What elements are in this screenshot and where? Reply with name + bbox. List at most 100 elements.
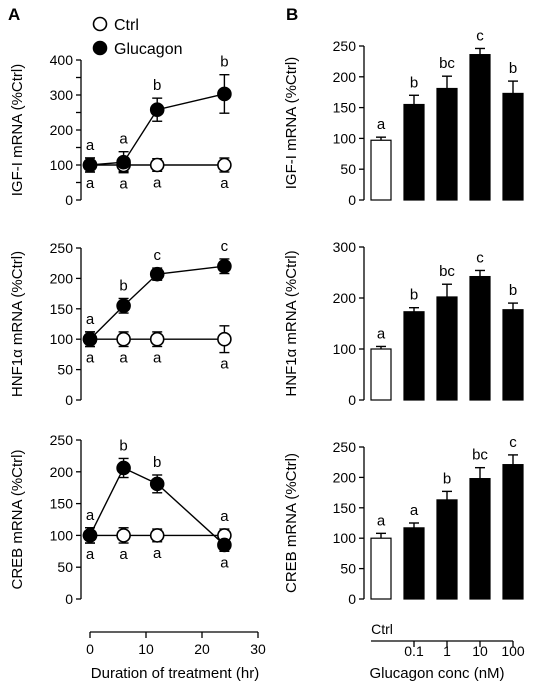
glucagon-bar xyxy=(403,311,425,401)
significance-label: b xyxy=(410,74,418,91)
legend-ctrl-label: Ctrl xyxy=(114,17,139,34)
y-tick-label: 0 xyxy=(65,392,73,408)
y-tick-label: 150 xyxy=(333,500,357,516)
y-tick-label: 250 xyxy=(333,38,357,54)
glucagon-point xyxy=(82,157,98,173)
x-tick-label: 30 xyxy=(250,641,266,657)
y-tick-label: 0 xyxy=(348,392,356,408)
legend-glucagon-label: Glucagon xyxy=(114,41,183,58)
significance-label: b xyxy=(410,287,418,304)
glucagon-significance-label: a xyxy=(86,137,95,154)
ctrl-point xyxy=(149,157,165,173)
glucagon-point xyxy=(149,102,165,117)
ctrl-bar xyxy=(370,348,392,401)
y-tick-label: 50 xyxy=(57,559,73,575)
y-tick-label: 150 xyxy=(50,496,74,512)
glucagon-bar xyxy=(469,478,491,600)
panel-label-a: A xyxy=(8,5,20,24)
y-tick-label: 150 xyxy=(333,100,357,116)
y-tick-label: 200 xyxy=(333,69,357,85)
y-tick-label: 50 xyxy=(340,161,356,177)
glucagon-significance-label: c xyxy=(153,247,161,264)
y-tick-label: 0 xyxy=(348,192,356,208)
ctrl-significance-label: a xyxy=(220,356,229,373)
glucagon-bar xyxy=(502,309,524,401)
panel-label-b: B xyxy=(286,5,298,24)
glucagon-point xyxy=(116,460,131,476)
ctrl-significance-label: a xyxy=(86,349,95,366)
y-tick-label: 400 xyxy=(50,52,74,68)
glucagon-series-line xyxy=(89,467,225,546)
glucagon-series-line xyxy=(89,93,225,166)
y-axis-label: CREB mRNA (%Ctrl) xyxy=(283,453,300,593)
glucagon-bar xyxy=(436,296,458,401)
significance-label: bc xyxy=(439,55,455,72)
significance-label: a xyxy=(377,325,386,342)
ctrl-point xyxy=(217,331,232,347)
glucagon-significance-label: b xyxy=(220,54,228,71)
glucagon-significance-label: b xyxy=(119,277,127,294)
ctrl-significance-label: a xyxy=(119,349,128,366)
y-tick-label: 100 xyxy=(50,527,74,543)
y-axis-label: IGF-I mRNA (%Ctrl) xyxy=(9,64,26,197)
x-tick-label: 0.1 xyxy=(404,643,424,659)
y-tick-label: 50 xyxy=(57,362,73,378)
glucagon-point xyxy=(82,528,98,543)
glucagon-significance-label: b xyxy=(153,454,161,471)
ctrl-point xyxy=(149,528,165,543)
ctrl-point xyxy=(149,331,165,347)
glucagon-bar xyxy=(403,103,425,201)
x-tick-label: 20 xyxy=(194,641,210,657)
legend: Ctrl Glucagon xyxy=(92,16,183,58)
y-axis-label: HNF1α mRNA (%Ctrl) xyxy=(283,250,300,396)
significance-label: c xyxy=(476,249,484,266)
significance-label: bc xyxy=(472,447,488,464)
y-tick-label: 200 xyxy=(50,464,74,480)
panel-a-chart-1: 0 100 200 300 400 IGF-I mRNA (%Ctrl) a a a a b a b a xyxy=(9,52,232,208)
ctrl-significance-label: a xyxy=(119,546,128,563)
glucagon-significance-label: b xyxy=(153,77,161,94)
y-tick-label: 50 xyxy=(340,561,356,577)
x-tick-label: Ctrl xyxy=(371,621,393,637)
significance-label: b xyxy=(509,282,517,299)
significance-label: c xyxy=(509,434,517,451)
ctrl-significance-label: a xyxy=(153,174,162,191)
significance-label: b xyxy=(443,470,451,487)
y-tick-label: 100 xyxy=(333,341,357,357)
glucagon-point xyxy=(149,476,165,492)
glucagon-bar xyxy=(502,92,524,201)
x-tick-label: 10 xyxy=(138,641,154,657)
ctrl-significance-label: a xyxy=(119,176,128,193)
significance-label: a xyxy=(377,512,386,529)
y-tick-label: 0 xyxy=(65,591,73,607)
y-tick-label: 100 xyxy=(50,331,74,347)
y-axis-label: IGF-I mRNA (%Ctrl) xyxy=(283,57,300,190)
glucagon-significance-label: b xyxy=(119,437,127,454)
x-tick-label: 0 xyxy=(86,641,94,657)
panel-b-x-axis-label: Glucagon conc (nM) xyxy=(369,665,504,682)
glucagon-bar xyxy=(469,54,491,201)
y-tick-label: 200 xyxy=(333,290,357,306)
y-tick-label: 250 xyxy=(50,432,74,448)
ctrl-point xyxy=(116,331,131,347)
y-tick-label: 100 xyxy=(333,130,357,146)
panel-a-chart-3: 0 50 100 150 200 250 CREB mRNA (%Ctrl) a a b a b a a a xyxy=(9,432,232,607)
glucagon-significance-label: a xyxy=(86,507,95,524)
y-tick-label: 0 xyxy=(65,192,73,208)
y-tick-label: 0 xyxy=(348,591,356,607)
y-tick-label: 300 xyxy=(333,239,357,255)
glucagon-point xyxy=(217,258,232,274)
glucagon-significance-label: c xyxy=(221,238,229,255)
legend-glucagon-marker xyxy=(92,40,108,56)
glucagon-point xyxy=(116,298,131,314)
glucagon-point xyxy=(82,331,98,347)
ctrl-point xyxy=(217,157,232,173)
panel-b-x-axis: Ctrl 0.1 1 10 100 xyxy=(371,621,525,659)
y-axis-label: HNF1α mRNA (%Ctrl) xyxy=(9,251,26,397)
y-tick-label: 200 xyxy=(50,270,74,286)
glucagon-point xyxy=(149,266,165,282)
x-tick-label: 1 xyxy=(443,643,451,659)
y-tick-label: 200 xyxy=(333,469,357,485)
panel-b-chart-1: 0 50 100 150 200 250 IGF-I mRNA (%Ctrl) a b bc c b xyxy=(283,27,524,208)
